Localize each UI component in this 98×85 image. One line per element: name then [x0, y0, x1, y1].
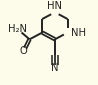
Text: O: O	[20, 46, 28, 56]
Text: H₂N: H₂N	[8, 24, 27, 34]
Text: N: N	[51, 63, 59, 73]
Text: HN: HN	[47, 1, 62, 11]
Text: NH: NH	[71, 28, 86, 38]
